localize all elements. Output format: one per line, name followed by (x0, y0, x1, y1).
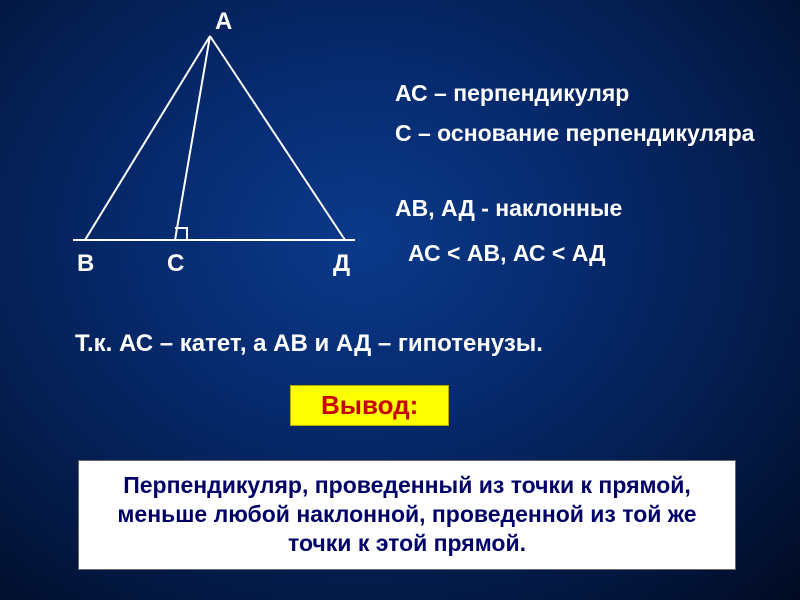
triangle-svg (55, 30, 375, 290)
conclusion-label: Вывод: (290, 385, 449, 426)
def-inequality: АС < АВ, АС < АД (408, 240, 606, 266)
vertex-label-c: С (167, 250, 184, 278)
def-foot: С – основание перпендикуляра (395, 120, 755, 146)
def-obliques: АВ, АД - наклонные (395, 195, 622, 221)
slide: А В С Д АС – перпендикуляр С – основание… (0, 0, 800, 600)
explanation-text: Т.к. АС – катет, а АВ и АД – гипотенузы. (75, 330, 725, 358)
geometry-diagram: А В С Д (55, 30, 375, 310)
vertex-label-a: А (215, 8, 232, 36)
vertex-label-b: В (77, 250, 94, 278)
edge-ab (85, 36, 210, 240)
edge-ad (210, 36, 345, 240)
vertex-label-d: Д (333, 250, 350, 278)
conclusion-box: Перпендикуляр, проведенный из точки к пр… (78, 460, 736, 570)
def-perpendicular: АС – перпендикуляр (395, 80, 629, 106)
edge-ac-perpendicular (175, 36, 210, 240)
